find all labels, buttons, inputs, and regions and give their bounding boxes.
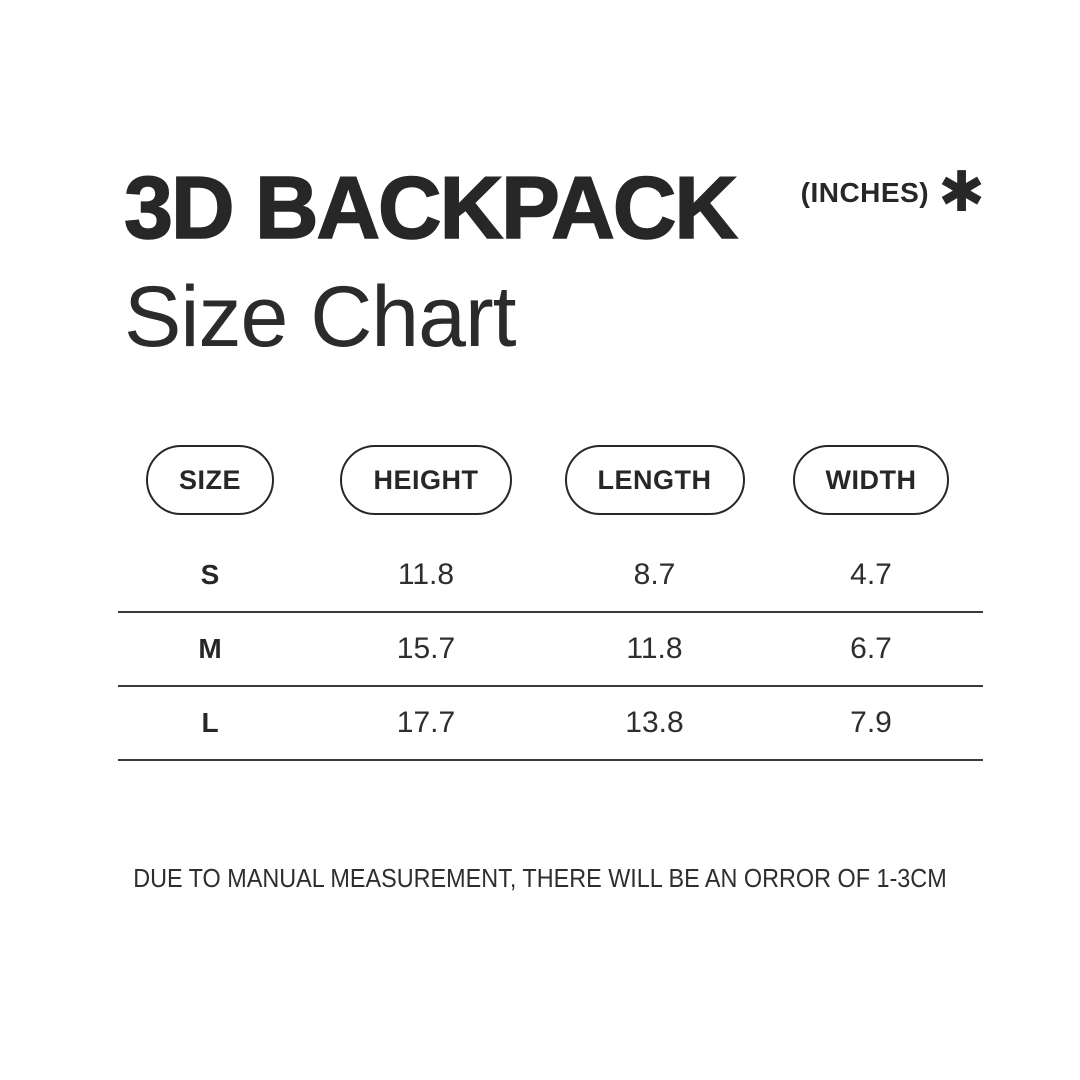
page-title: 3D BACKPACK	[123, 158, 739, 257]
unit-note: (INCHES) ✱	[800, 159, 985, 223]
table-row-m: M 15.7 11.8 6.7	[118, 613, 983, 687]
cell-length: 13.8	[625, 706, 684, 739]
cell-width: 7.9	[850, 706, 892, 739]
length-header-pill: LENGTH	[564, 445, 745, 515]
size-header-pill: SIZE	[145, 445, 274, 515]
page-subtitle: Size Chart	[124, 269, 516, 365]
table-row-l: L 17.7 13.8 7.9	[118, 687, 983, 761]
cell-width: 6.7	[850, 632, 892, 665]
unit-label: (INCHES)	[800, 177, 930, 208]
column-header-size: SIZE	[118, 445, 302, 515]
row-size-label: L	[201, 707, 219, 738]
table-header-row: SIZE HEIGHT LENGTH WIDTH	[118, 445, 983, 515]
measurement-disclaimer: DUE TO MANUAL MEASUREMENT, THERE WILL BE…	[133, 863, 947, 893]
table-row-s: S 11.8 8.7 4.7	[118, 539, 983, 613]
asterisk-icon: ✱	[938, 159, 985, 223]
cell-height: 11.8	[397, 558, 455, 591]
footer: DUE TO MANUAL MEASUREMENT, THERE WILL BE…	[0, 863, 1080, 894]
cell-length: 8.7	[633, 558, 676, 591]
column-header-length: LENGTH	[550, 445, 759, 515]
cell-length: 11.8	[626, 632, 683, 665]
row-size-label: M	[198, 633, 222, 664]
height-header-pill: HEIGHT	[340, 445, 512, 515]
row-size-label: S	[200, 559, 220, 590]
column-header-height: HEIGHT	[302, 445, 550, 515]
cell-height: 15.7	[396, 632, 456, 665]
page-header: 3D BACKPACK Size Chart	[123, 158, 739, 365]
column-header-width: WIDTH	[759, 445, 983, 515]
cell-width: 4.7	[850, 558, 892, 591]
width-header-pill: WIDTH	[792, 445, 950, 515]
size-table: SIZE HEIGHT LENGTH WIDTH S 11.8 8.7 4.7 …	[118, 445, 983, 761]
cell-height: 17.7	[396, 706, 456, 739]
table-body: S 11.8 8.7 4.7 M 15.7 11.8 6.7 L 17.7 13…	[118, 539, 983, 761]
